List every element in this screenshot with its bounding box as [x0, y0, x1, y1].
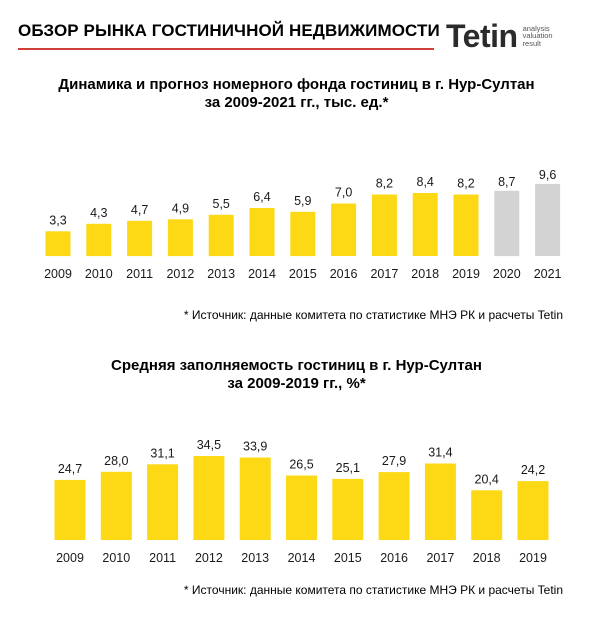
chart2-title-line2: за 2009-2019 гг., %* — [227, 375, 366, 392]
chart1-bar-2019 — [453, 194, 479, 256]
chart1-value-label: 8,2 — [376, 177, 393, 191]
chart2-x-tick: 2015 — [334, 551, 362, 565]
chart1-x-tick: 2011 — [126, 267, 153, 281]
chart1-x-tick: 2012 — [166, 267, 194, 281]
chart1-svg: 3,3 2009 4,3 2010 4,7 2011 4,9 2012 5,5 2013 6,4 20… — [44, 168, 562, 281]
chart1-x-tick: 2013 — [207, 267, 235, 281]
page-title: ОБЗОР РЫНКА ГОСТИНИЧНОЙ НЕДВИЖИМОСТИ — [18, 21, 440, 40]
chart2-svg: 24,7 2009 28,0 2010 31,1 2011 34,5 2012 33,9 2013… — [54, 438, 549, 565]
chart1-bar-2020 — [494, 190, 520, 257]
chart1-source: * Источник: данные комитета по статистик… — [183, 308, 563, 322]
chart2-value-label: 25,1 — [336, 461, 360, 475]
chart2-value-label: 31,4 — [428, 446, 452, 460]
chart1-bar-2013 — [208, 214, 234, 257]
chart1-bar-2009 — [45, 231, 71, 257]
chart2-bar-2013 — [239, 457, 271, 540]
chart1-bar-2017 — [371, 194, 397, 256]
chart1-bar-2015 — [290, 211, 316, 257]
chart1-x-tick: 2018 — [411, 267, 439, 281]
chart2-x-tick: 2016 — [380, 551, 408, 565]
logo-tagline-line: analysis — [522, 23, 550, 33]
chart2-x-tick: 2009 — [56, 551, 84, 565]
chart2-bar-2014 — [286, 475, 317, 540]
chart2-x-tick: 2017 — [426, 551, 454, 565]
chart2-value-label: 31,1 — [150, 446, 174, 460]
chart1-bar-2011 — [127, 220, 153, 257]
chart2-value-label: 20,4 — [475, 472, 499, 486]
chart2-bar-2011 — [147, 464, 179, 540]
chart1-x-tick: 2016 — [330, 267, 358, 281]
chart1-bar-2012 — [167, 219, 193, 257]
chart1-value-label: 8,4 — [417, 175, 434, 189]
chart2-x-tick: 2010 — [102, 551, 130, 565]
chart1-x-tick: 2009 — [44, 267, 72, 281]
chart1-x-tick: 2020 — [493, 267, 521, 281]
chart1-value-label: 3,3 — [49, 213, 66, 227]
header-divider — [18, 48, 434, 50]
logo-tagline: analysis valuation result — [523, 25, 553, 48]
chart2-bar-2010 — [100, 471, 132, 540]
chart1-title-line1: Динамика и прогноз номерного фонда гости… — [58, 76, 535, 93]
chart1-value-label: 6,4 — [253, 190, 270, 204]
chart2-bar-2016 — [378, 472, 410, 540]
chart2-bar-2017 — [424, 463, 456, 540]
chart1-x-tick: 2015 — [289, 267, 317, 281]
chart2-bar-2015 — [332, 478, 364, 540]
chart2-bar-2012 — [193, 456, 225, 540]
chart2-bar-2019 — [517, 481, 549, 540]
logo-word: Tetin — [446, 18, 518, 54]
chart1-x-tick: 2019 — [452, 267, 480, 281]
chart1-x-tick: 2010 — [85, 267, 113, 281]
chart1-value-label: 5,9 — [294, 194, 311, 208]
chart1-x-tick: 2017 — [370, 267, 398, 281]
chart1-bar-2016 — [331, 203, 357, 256]
chart1-bar-2021 — [535, 184, 561, 256]
chart1-value-label: 9,6 — [539, 168, 556, 182]
chart1-value-label: 4,7 — [131, 203, 148, 217]
chart1-value-label: 5,5 — [213, 197, 230, 211]
chart2-value-label: 24,7 — [58, 462, 82, 476]
chart1-value-label: 4,9 — [172, 201, 189, 215]
chart2-x-tick: 2012 — [195, 551, 223, 565]
chart1-x-tick: 2014 — [248, 267, 276, 281]
chart2-x-tick: 2013 — [241, 551, 269, 565]
chart1-value-label: 7,0 — [335, 186, 352, 200]
chart2-x-tick: 2014 — [288, 551, 316, 565]
chart1-bar-2018 — [412, 193, 438, 256]
logo-tagline-line: result — [522, 38, 541, 48]
chart2-title: Средняя заполняемость гостиниц в г. Нур-… — [0, 357, 593, 393]
chart2-title-line1: Средняя заполняемость гостиниц в г. Нур-… — [111, 357, 482, 374]
chart1-bar-2014 — [249, 208, 275, 256]
chart1-value-label: 8,7 — [498, 175, 515, 189]
logo-tagline-line: valuation — [522, 31, 553, 41]
chart1-title-line2: за 2009-2021 гг., тыс. ед.* — [204, 94, 389, 111]
chart2-value-label: 28,0 — [104, 454, 128, 468]
chart1-title: Динамика и прогноз номерного фонда гости… — [0, 76, 593, 112]
chart1-x-tick: 2021 — [534, 267, 562, 281]
chart2-source: * Источник: данные комитета по статистик… — [183, 583, 563, 597]
tetin-logo: Tetin analysis valuation result — [446, 20, 553, 52]
chart1-bar-2010 — [86, 223, 112, 257]
chart2-value-label: 26,5 — [289, 458, 313, 472]
chart2-bar-2009 — [54, 479, 86, 540]
chart2-bar-2018 — [471, 490, 503, 540]
chart2-value-label: 27,9 — [382, 454, 406, 468]
chart2-value-label: 33,9 — [243, 440, 267, 454]
chart2-value-label: 34,5 — [197, 438, 221, 452]
chart2-x-tick: 2019 — [519, 551, 547, 565]
chart2-x-tick: 2011 — [149, 551, 176, 565]
chart1-value-label: 8,2 — [457, 177, 474, 191]
chart2-x-tick: 2018 — [473, 551, 501, 565]
chart1-value-label: 4,3 — [90, 206, 107, 220]
chart2-value-label: 24,2 — [521, 463, 545, 477]
